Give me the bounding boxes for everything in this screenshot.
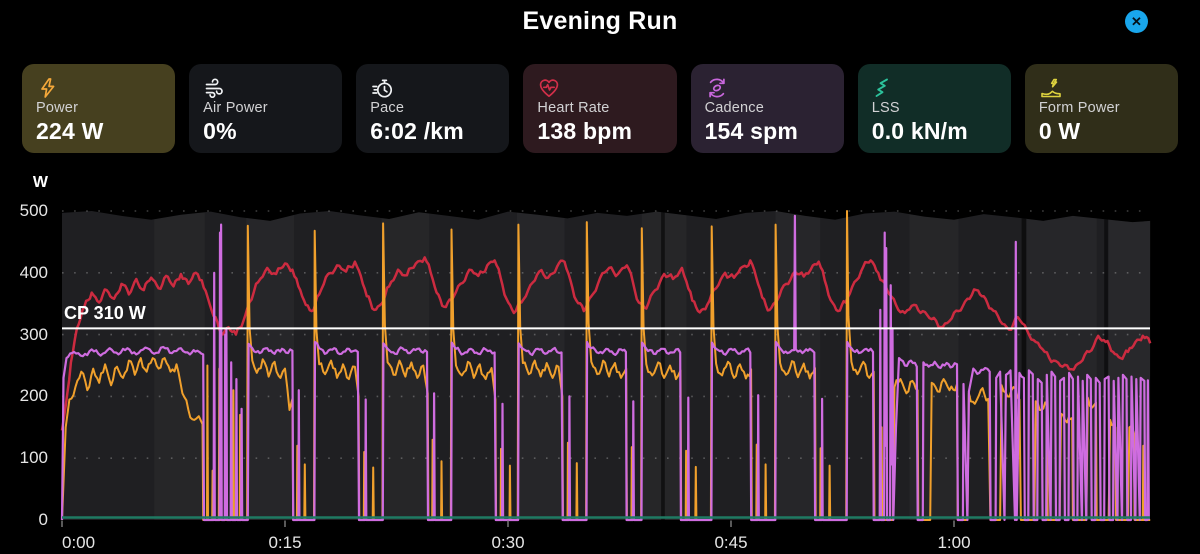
rotation-icon [705, 76, 830, 100]
metric-value: 6:02 /km [370, 118, 464, 144]
metric-value: 224 W [36, 118, 104, 144]
metric-card-air-power[interactable]: Air Power 0% [189, 64, 343, 153]
metric-label: Pace [370, 100, 405, 116]
metric-value: 0 W [1038, 118, 1081, 144]
y-axis-unit: W [32, 174, 48, 191]
close-button[interactable]: ✕ [1125, 10, 1148, 33]
y-tick-label: 400 [19, 262, 48, 282]
cp-line-label: CP 310 W [64, 303, 146, 323]
x-tick-label: 0:15 [268, 533, 302, 552]
metric-label: Cadence [704, 100, 765, 116]
metric-label: Air Power [203, 100, 268, 116]
metric-value: 154 spm [704, 118, 799, 144]
metric-card-power[interactable]: Power 224 W [22, 64, 176, 153]
wind-icon [203, 76, 328, 100]
metric-value: 0% [203, 118, 237, 144]
metric-cards: Power 224 W Air Power 0% Pace 6:02 /km H… [22, 64, 1178, 153]
header: Evening Run ✕ [0, 0, 1200, 46]
x-tick-label: 1:00 [937, 533, 971, 552]
metric-label: LSS [871, 100, 900, 116]
stopwatch-icon [370, 76, 495, 100]
close-icon: ✕ [1131, 14, 1142, 29]
page-title: Evening Run [522, 7, 678, 35]
metric-card-form-power[interactable]: Form Power 0 W [1024, 64, 1178, 153]
metric-label: Form Power [1038, 100, 1120, 116]
y-tick-label: 500 [19, 201, 48, 220]
y-tick-label: 200 [19, 386, 48, 406]
spring-icon [872, 76, 997, 100]
x-tick-label: 0:00 [62, 533, 96, 552]
y-tick-label: 300 [19, 324, 48, 344]
metric-value: 0.0 kN/m [871, 118, 968, 144]
y-tick-label: 100 [19, 448, 48, 468]
metric-card-lss[interactable]: LSS 0.0 kN/m [857, 64, 1011, 153]
metric-card-cadence[interactable]: Cadence 154 spm [690, 64, 844, 153]
metric-value: 138 bpm [537, 118, 633, 144]
x-tick-label: 0:45 [714, 533, 748, 552]
metric-label: Heart Rate [537, 100, 610, 116]
heart-icon [537, 76, 662, 100]
metric-label: Power [36, 100, 79, 116]
shoe-bolt-icon [1039, 76, 1164, 100]
y-tick-label: 0 [38, 510, 48, 529]
x-tick-label: 0:30 [491, 533, 525, 552]
metric-card-heart-rate[interactable]: Heart Rate 138 bpm [523, 64, 677, 153]
bolt-icon [36, 76, 161, 100]
metric-card-pace[interactable]: Pace 6:02 /km [356, 64, 510, 153]
